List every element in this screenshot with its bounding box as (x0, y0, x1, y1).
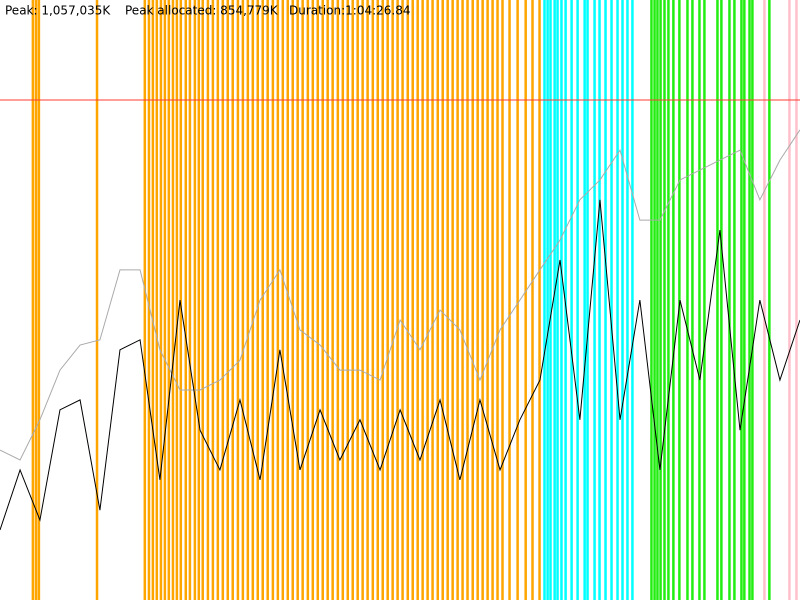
memory-line (0, 129, 800, 461)
duration-text: Duration:1:04:26.84 (289, 4, 411, 18)
peak-allocated-text: Peak allocated: 854,779K (125, 4, 279, 18)
peak-text: Peak: 1,057,035K (5, 4, 111, 18)
memory-line (0, 199, 800, 531)
header: Peak: 1,057,035K Peak allocated: 854,779… (5, 4, 411, 18)
lines (0, 99, 800, 531)
